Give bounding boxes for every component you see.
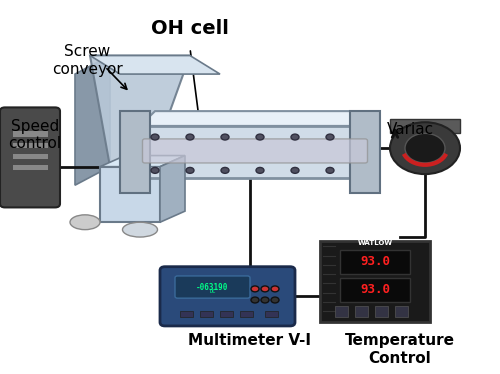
Text: WATLOW: WATLOW [358,240,392,246]
Text: Multimeter V-I: Multimeter V-I [188,333,312,348]
FancyBboxPatch shape [350,111,380,193]
Circle shape [326,134,334,140]
Bar [200,311,212,317]
Bar [12,154,48,159]
Bar [12,142,48,148]
FancyBboxPatch shape [120,111,150,193]
FancyBboxPatch shape [340,250,410,274]
Circle shape [151,134,159,140]
Text: 93.0: 93.0 [360,255,390,269]
Circle shape [256,134,264,140]
FancyBboxPatch shape [175,276,250,298]
FancyBboxPatch shape [160,267,295,326]
FancyBboxPatch shape [140,126,350,178]
Circle shape [221,168,229,173]
Bar [240,311,252,317]
Ellipse shape [70,215,100,230]
Bar [395,306,407,318]
Polygon shape [140,111,365,126]
Polygon shape [160,156,185,222]
Circle shape [261,286,269,292]
Circle shape [251,297,259,303]
Text: Screw
conveyor: Screw conveyor [52,45,123,77]
Circle shape [291,168,299,173]
Polygon shape [100,167,160,222]
Circle shape [151,168,159,173]
FancyBboxPatch shape [340,278,410,302]
Circle shape [221,134,229,140]
Circle shape [261,297,269,303]
Circle shape [390,122,460,174]
Text: DC: DC [209,289,216,294]
Bar [220,311,232,317]
Text: Speed
control: Speed control [8,119,62,151]
Bar [335,306,347,318]
Circle shape [186,168,194,173]
Circle shape [271,297,279,303]
Circle shape [186,134,194,140]
Bar [12,165,48,171]
Circle shape [256,168,264,173]
Circle shape [271,286,279,292]
Polygon shape [100,156,185,167]
FancyBboxPatch shape [320,241,430,322]
Bar [375,306,388,318]
Polygon shape [75,56,110,185]
Circle shape [251,286,259,292]
Ellipse shape [122,222,158,237]
FancyBboxPatch shape [142,139,368,163]
Text: 93.0: 93.0 [360,283,390,296]
Bar [180,311,192,317]
Text: Variac: Variac [386,122,434,137]
Polygon shape [90,56,220,74]
Polygon shape [90,56,190,167]
Text: Temperature
Control: Temperature Control [345,333,455,366]
Bar [265,311,278,317]
Circle shape [291,134,299,140]
Bar [355,306,368,318]
Circle shape [326,168,334,173]
Text: -063190: -063190 [196,283,228,292]
Text: OH cell: OH cell [151,19,229,37]
Bar [390,119,460,134]
Circle shape [405,134,445,163]
FancyBboxPatch shape [0,107,60,208]
Bar [12,132,48,137]
